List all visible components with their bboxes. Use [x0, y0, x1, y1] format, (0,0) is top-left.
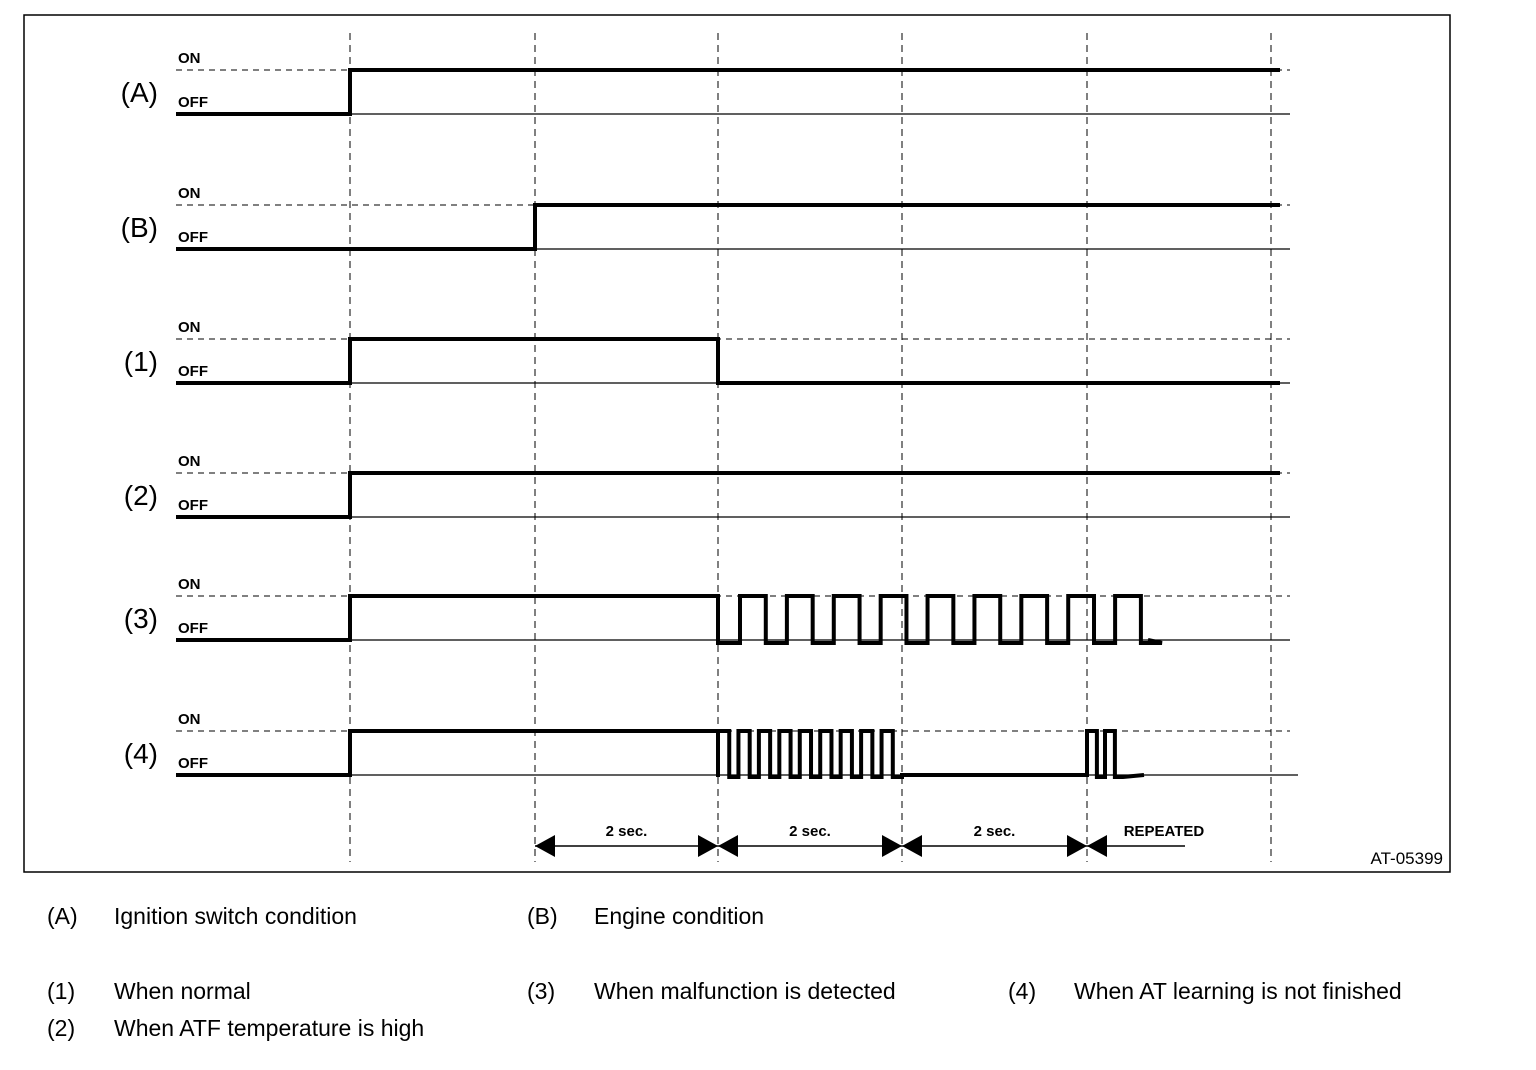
off-label: OFF [178, 755, 208, 772]
interval-1: 2 sec. [718, 823, 902, 857]
waveform-2 [176, 471, 1280, 519]
row-label-3: (3) [124, 603, 158, 634]
interval-label: 2 sec. [974, 823, 1016, 840]
arrowhead-left [1087, 835, 1107, 857]
row-label-A: (A) [121, 77, 158, 108]
arrowhead-left [535, 835, 555, 857]
interval-label: 2 sec. [789, 823, 831, 840]
figure-id: AT-05399 [1371, 849, 1443, 868]
arrowhead-right [882, 835, 902, 857]
interval-label: 2 sec. [606, 823, 648, 840]
waveform-4 [176, 729, 1145, 779]
signal-row-A: (A) ON OFF [121, 50, 1290, 116]
on-label: ON [178, 50, 201, 67]
on-label: ON [178, 576, 201, 593]
waveform-1 [176, 337, 1280, 385]
off-label: OFF [178, 94, 208, 111]
waveform-B [176, 203, 1280, 251]
arrowhead-right [1067, 835, 1087, 857]
interval-3: REPEATED [1087, 823, 1204, 857]
interval-arrows: 2 sec. 2 sec. 2 sec. REPEATED [535, 823, 1204, 857]
row-label-B: (B) [121, 212, 158, 243]
diagram-frame [23, 14, 1451, 873]
interval-label: REPEATED [1124, 823, 1205, 840]
on-label: ON [178, 319, 201, 336]
off-label: OFF [178, 363, 208, 380]
off-label: OFF [178, 229, 208, 246]
on-label: ON [178, 453, 201, 470]
time-markers [349, 33, 1272, 862]
interval-2: 2 sec. [902, 823, 1087, 857]
signal-row-2: (2) ON OFF [124, 453, 1290, 519]
row-label-1: (1) [124, 346, 158, 377]
interval-0: 2 sec. [535, 823, 718, 857]
signal-row-1: (1) ON OFF [124, 319, 1290, 385]
row-label-2: (2) [124, 480, 158, 511]
waveform-A [176, 68, 1280, 116]
on-label: ON [178, 185, 201, 202]
arrowhead-left [902, 835, 922, 857]
signal-row-3: (3) ON OFF [124, 576, 1290, 645]
off-label: OFF [178, 620, 208, 637]
waveform-3 [176, 594, 1163, 645]
arrowhead-right [698, 835, 718, 857]
row-label-4: (4) [124, 738, 158, 769]
on-label: ON [178, 711, 201, 728]
off-label: OFF [178, 497, 208, 514]
arrowhead-left [718, 835, 738, 857]
signal-row-B: (B) ON OFF [121, 185, 1290, 251]
signal-rows: (A) ON OFF (B) ON OFF (1) ON OFF (2) ON OFF (3) ON OFF… [121, 50, 1298, 779]
signal-row-4: (4) ON OFF [124, 711, 1298, 779]
